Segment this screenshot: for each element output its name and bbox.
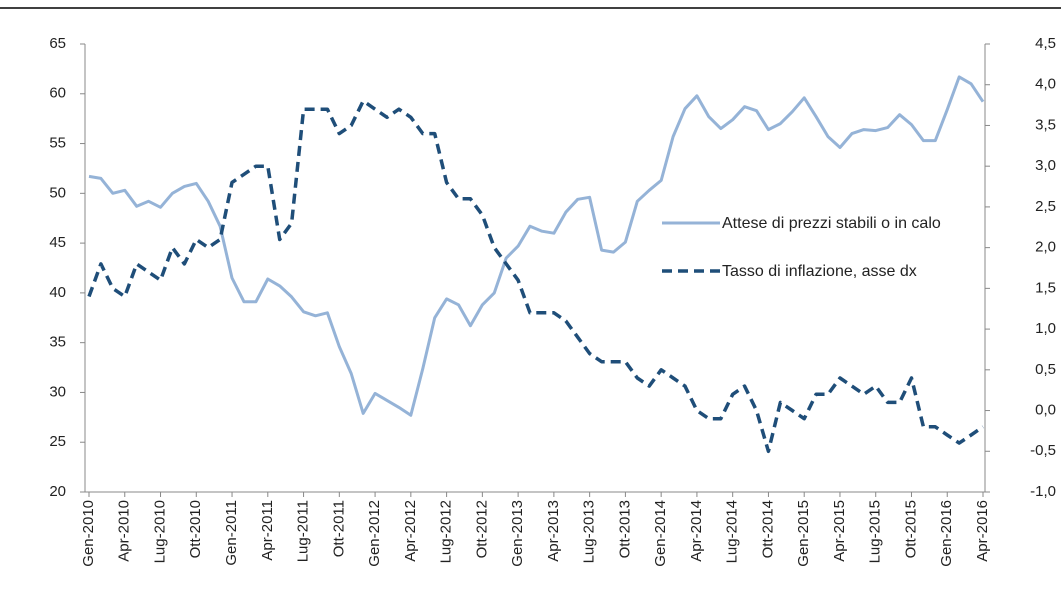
y2-tick-label: 2,5 <box>1035 198 1056 215</box>
x-tick-label: Apr-2015 <box>831 500 848 562</box>
legend-entry: Attese di prezzi stabili o in calo <box>660 212 990 238</box>
x-tick-label: Gen-2016 <box>938 500 955 567</box>
x-tick-label: Apr-2016 <box>974 500 991 562</box>
x-tick-label: Ott-2012 <box>473 500 490 558</box>
y2-tick-label: 0,5 <box>1035 361 1056 378</box>
y2-tick-label: 2,0 <box>1035 239 1056 256</box>
x-tick-label: Gen-2010 <box>80 500 97 567</box>
x-tick-label: Ott-2010 <box>187 500 204 558</box>
legend-label: Attese di prezzi stabili o in calo <box>722 215 941 232</box>
y-tick-label: 65 <box>49 35 66 52</box>
y2-tick-label: 1,0 <box>1035 320 1056 337</box>
y2-tick-label: 4,0 <box>1035 76 1056 93</box>
y2-tick-label: -1,0 <box>1030 483 1056 500</box>
legend: Attese di prezzi stabili o in calo Tasso … <box>660 212 990 308</box>
x-tick-label: Lug-2010 <box>151 500 168 563</box>
y-tick-label: 55 <box>49 135 66 152</box>
x-tick-label: Apr-2012 <box>402 500 419 562</box>
x-tick-label: Gen-2011 <box>223 500 240 566</box>
y-tick-label: 60 <box>49 85 66 102</box>
y2-tick-label: 3,5 <box>1035 116 1056 133</box>
y2-tick-label: 4,5 <box>1035 35 1056 52</box>
y2-tick-label: -0,5 <box>1030 442 1056 459</box>
y-tick-label: 20 <box>49 483 66 500</box>
y-tick-label: 30 <box>49 383 66 400</box>
y-tick-label: 25 <box>49 433 66 450</box>
y-tick-label: 45 <box>49 234 66 251</box>
series-line <box>87 99 984 454</box>
x-tick-label: Lug-2014 <box>724 500 741 563</box>
y2-tick-label: 3,0 <box>1035 157 1056 174</box>
x-tick-label: Ott-2014 <box>759 500 776 558</box>
x-tick-label: Lug-2015 <box>867 500 884 563</box>
legend-label: Tasso di inflazione, asse dx <box>722 263 917 280</box>
x-tick-label: Apr-2010 <box>116 500 133 562</box>
y-tick-label: 40 <box>49 284 66 301</box>
y2-tick-label: 0,0 <box>1035 402 1056 419</box>
x-tick-label: Lug-2013 <box>581 500 598 563</box>
x-tick-label: Gen-2013 <box>509 500 526 567</box>
x-tick-label: Ott-2015 <box>902 500 919 558</box>
x-tick-label: Lug-2011 <box>295 500 312 562</box>
legend-swatch <box>662 269 720 273</box>
x-tick-label: Ott-2013 <box>616 500 633 558</box>
y2-tick-label: 1,5 <box>1035 279 1056 296</box>
x-tick-label: Gen-2012 <box>366 500 383 567</box>
legend-entry: Tasso di inflazione, asse dx <box>660 260 990 286</box>
x-tick-label: Gen-2015 <box>795 500 812 567</box>
x-tick-label: Gen-2014 <box>652 500 669 567</box>
x-tick-label: Ott-2011 <box>330 500 347 557</box>
y-tick-label: 50 <box>49 184 66 201</box>
x-tick-label: Apr-2013 <box>545 500 562 562</box>
x-tick-label: Apr-2011 <box>259 500 276 561</box>
x-tick-label: Apr-2014 <box>688 500 705 562</box>
series-line <box>88 75 985 417</box>
legend-swatch <box>662 221 720 225</box>
y-tick-label: 35 <box>49 334 66 351</box>
x-tick-label: Lug-2012 <box>438 500 455 563</box>
